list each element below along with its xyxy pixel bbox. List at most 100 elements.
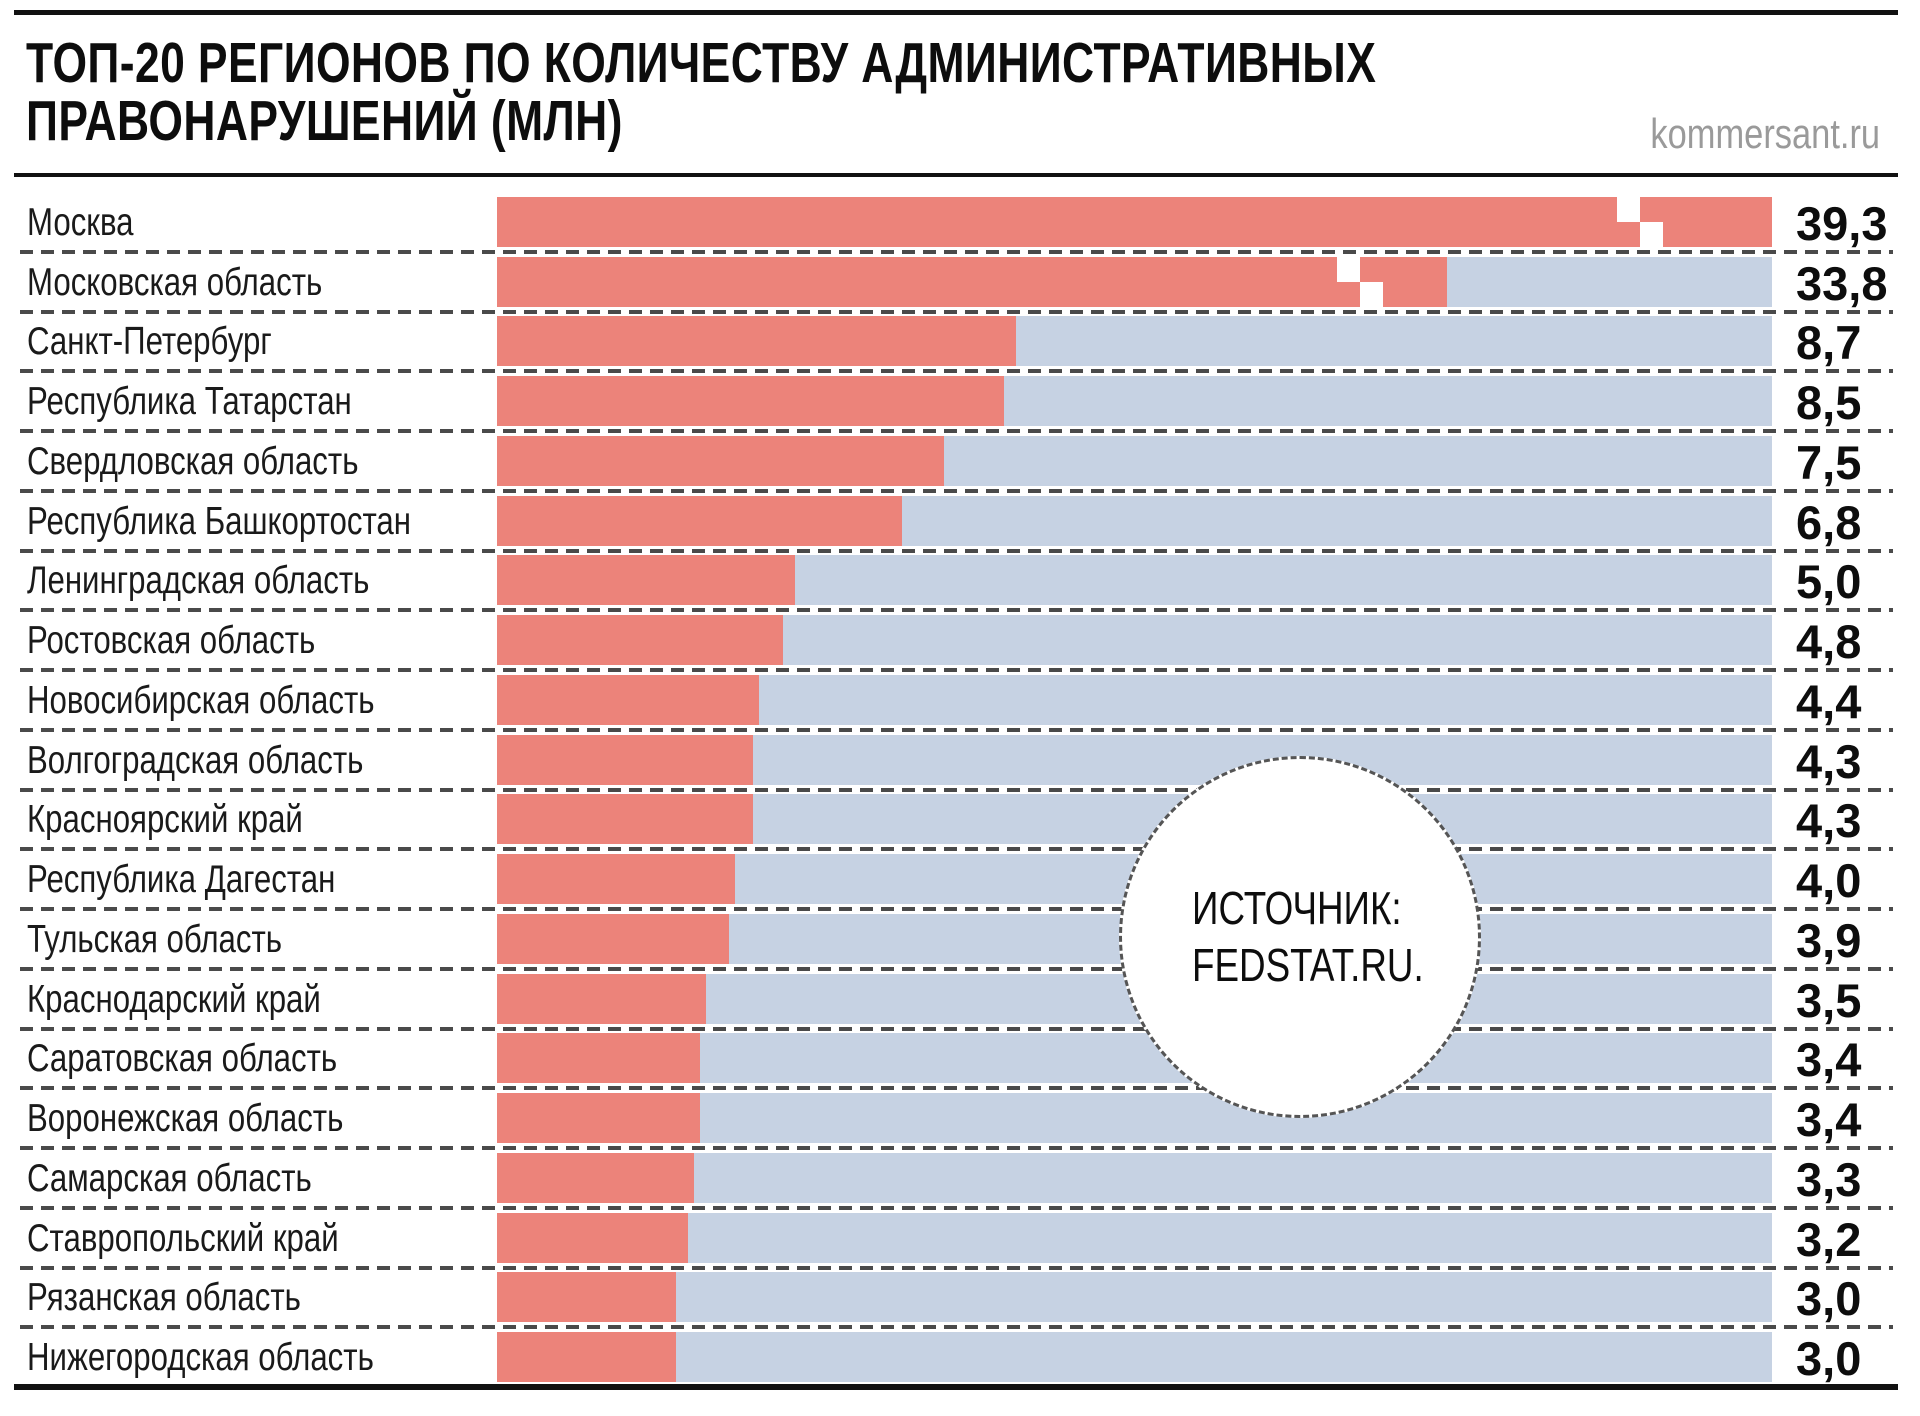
value-label: 3,4 [1796, 1033, 1862, 1086]
region-label: Красноярский край [27, 798, 303, 841]
region-label: Свердловская область [27, 440, 359, 483]
value-label: 4,0 [1796, 854, 1862, 907]
chart-row: Красноярский край 4,3 [0, 794, 1920, 847]
bar-fill [497, 197, 1772, 247]
bar-track [497, 1033, 1772, 1083]
chart-row: Нижегородская область 3,0 [0, 1332, 1920, 1385]
row-separator [20, 967, 1893, 971]
chart-row: Рязанская область 3,0 [0, 1272, 1920, 1325]
chart-row: Волгоградская область 4,3 [0, 735, 1920, 788]
bar-fill [497, 794, 753, 844]
region-label: Рязанская область [27, 1276, 301, 1319]
bar-track [497, 257, 1772, 307]
bar-track [497, 555, 1772, 605]
page-title: ТОП-20 РЕГИОНОВ ПО КОЛИЧЕСТВУ АДМИНИСТРА… [26, 34, 1376, 150]
region-label: Саратовская область [27, 1037, 338, 1080]
row-separator [20, 847, 1893, 851]
row-separator [20, 1027, 1893, 1031]
chart-row: Московская область 33,8 [0, 257, 1920, 310]
value-label: 6,8 [1796, 496, 1862, 549]
title-separator-rule [14, 173, 1898, 177]
chart-row: Республика Башкортостан 6,8 [0, 496, 1920, 549]
bar-track [497, 376, 1772, 426]
region-label: Волгоградская область [27, 739, 364, 782]
region-label: Московская область [27, 261, 323, 304]
region-label: Новосибирская область [27, 679, 375, 722]
page-title-line2: ПРАВОНАРУШЕНИЙ (МЛН) [26, 89, 623, 153]
bar-fill [497, 914, 729, 964]
value-label: 5,0 [1796, 555, 1862, 608]
axis-break-mark [1640, 222, 1663, 247]
row-separator [20, 1146, 1893, 1150]
bar-track [497, 1093, 1772, 1143]
chart-row: Ростовская область 4,8 [0, 615, 1920, 668]
region-label: Ставропольский край [27, 1217, 339, 1260]
chart-row: Самарская область 3,3 [0, 1153, 1920, 1206]
row-separator [20, 489, 1893, 493]
region-label: Санкт-Петербург [27, 320, 272, 363]
bar-track [497, 496, 1772, 546]
row-separator [20, 788, 1893, 792]
value-label: 3,5 [1796, 974, 1862, 1027]
chart-row: Новосибирская область 4,4 [0, 675, 1920, 728]
axis-break-mark [1360, 282, 1383, 307]
bar-fill [497, 1093, 700, 1143]
bar-fill [497, 555, 795, 605]
value-label: 4,3 [1796, 794, 1862, 847]
row-separator [20, 1266, 1893, 1270]
bar-fill [497, 1332, 676, 1382]
row-separator [20, 907, 1893, 911]
row-separator [20, 1325, 1893, 1329]
chart-row: Саратовская область 3,4 [0, 1033, 1920, 1086]
value-label: 3,9 [1796, 914, 1862, 967]
value-label: 4,3 [1796, 735, 1862, 788]
value-label: 4,8 [1796, 615, 1862, 668]
bar-track [497, 1332, 1772, 1382]
row-separator [20, 1086, 1893, 1090]
row-separator [20, 310, 1893, 314]
chart-row: Свердловская область 7,5 [0, 436, 1920, 489]
source-value: FEDSTAT.RU. [1192, 939, 1424, 991]
page-title-line1: ТОП-20 РЕГИОНОВ ПО КОЛИЧЕСТВУ АДМИНИСТРА… [26, 31, 1377, 95]
bar-fill [497, 1153, 694, 1203]
value-label: 33,8 [1796, 257, 1888, 310]
bar-track [497, 794, 1772, 844]
row-separator [20, 1206, 1893, 1210]
bar-fill [497, 1272, 676, 1322]
chart-row: Санкт-Петербург 8,7 [0, 316, 1920, 369]
value-label: 3,0 [1796, 1332, 1862, 1385]
bar-track [497, 316, 1772, 366]
value-label: 3,2 [1796, 1213, 1862, 1266]
row-separator [20, 668, 1893, 672]
chart-row: Краснодарский край 3,5 [0, 974, 1920, 1027]
chart-row: Тульская область 3,9 [0, 914, 1920, 967]
region-label: Ленинградская область [27, 559, 370, 602]
value-label: 4,4 [1796, 675, 1862, 728]
source-badge: ИСТОЧНИК: FEDSTAT.RU. [1119, 756, 1481, 1118]
bar-fill [497, 376, 1004, 426]
row-separator [20, 608, 1893, 612]
bar-fill [497, 675, 759, 725]
bar-fill [497, 1033, 700, 1083]
bar-track [497, 436, 1772, 486]
chart-row: Республика Татарстан 8,5 [0, 376, 1920, 429]
brand-watermark: kommersant.ru [1650, 110, 1880, 157]
chart-row: Ставропольский край 3,2 [0, 1213, 1920, 1266]
bar-fill [497, 1213, 688, 1263]
region-label: Республика Дагестан [27, 858, 336, 901]
bar-track [497, 735, 1772, 785]
bar-fill [497, 735, 753, 785]
chart-row: Воронежская область 3,4 [0, 1093, 1920, 1146]
value-label: 3,0 [1796, 1272, 1862, 1325]
region-label: Воронежская область [27, 1097, 344, 1140]
region-label: Республика Башкортостан [27, 500, 411, 543]
bar-fill [497, 257, 1447, 307]
value-label: 8,7 [1796, 316, 1862, 369]
bar-fill [497, 974, 706, 1024]
region-label: Ростовская область [27, 619, 316, 662]
bar-track [497, 615, 1772, 665]
row-separator [20, 728, 1893, 732]
region-label: Самарская область [27, 1157, 312, 1200]
bar-fill [497, 316, 1016, 366]
